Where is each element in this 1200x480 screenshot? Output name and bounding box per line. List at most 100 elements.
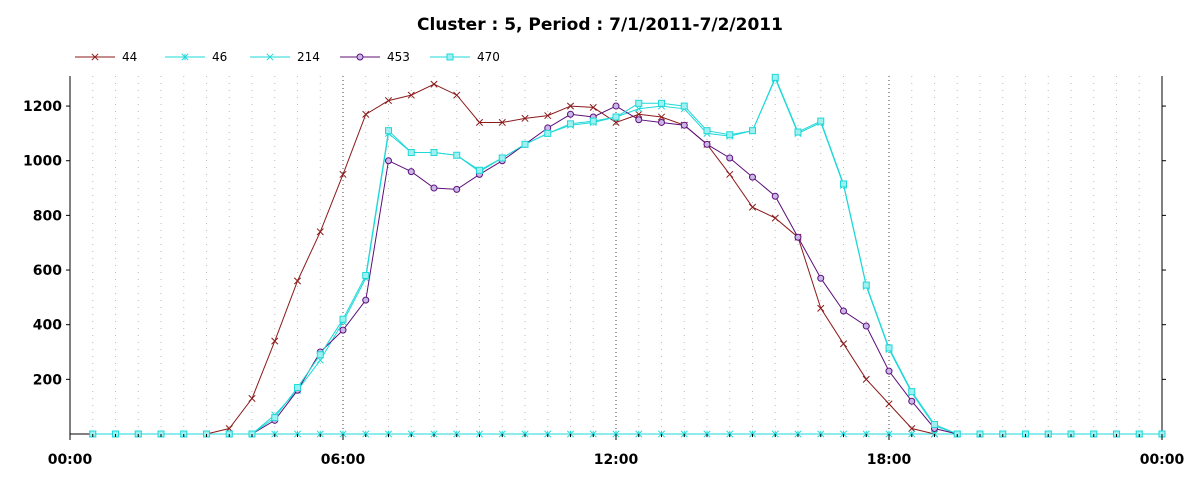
data-point-470 bbox=[430, 149, 438, 157]
data-point-453 bbox=[635, 116, 643, 124]
data-point-44 bbox=[839, 340, 848, 348]
data-point-44 bbox=[316, 228, 324, 236]
data-point-470 bbox=[339, 315, 347, 323]
data-point-470 bbox=[817, 117, 825, 125]
data-point-453 bbox=[908, 397, 916, 405]
data-point-470 bbox=[749, 127, 756, 135]
data-point-453 bbox=[703, 140, 711, 148]
x-tick-label: 06:00 bbox=[321, 452, 366, 468]
y-tick-label: 600 bbox=[33, 263, 62, 279]
data-point-470 bbox=[567, 120, 574, 128]
chart-title: Cluster : 5, Period : 7/1/2011-7/2/2011 bbox=[417, 15, 783, 35]
data-point-470 bbox=[885, 344, 893, 352]
data-point-470 bbox=[544, 129, 552, 137]
series-line-470 bbox=[92, 76, 1162, 435]
data-point-453 bbox=[407, 168, 415, 176]
data-point-470 bbox=[794, 128, 802, 136]
legend-item-214: 214 bbox=[250, 50, 320, 64]
data-point-44 bbox=[908, 424, 916, 433]
data-point-44 bbox=[885, 400, 893, 408]
data-point-453 bbox=[862, 322, 870, 330]
series-453 bbox=[89, 102, 1166, 438]
legend-item-44: 44 bbox=[75, 50, 137, 64]
data-point-470 bbox=[498, 154, 506, 162]
data-point-453 bbox=[680, 121, 688, 129]
legend-marker bbox=[356, 53, 364, 61]
data-point-470 bbox=[271, 414, 279, 422]
legend-marker bbox=[91, 53, 99, 61]
data-point-44 bbox=[271, 337, 279, 345]
data-point-470 bbox=[658, 99, 665, 107]
data-point-470 bbox=[771, 73, 779, 81]
x-tick-label: 00:00 bbox=[1140, 452, 1185, 468]
legend-marker bbox=[266, 53, 274, 61]
x-tick-label: 00:00 bbox=[48, 452, 93, 468]
y-tick-label: 200 bbox=[33, 372, 62, 388]
chart-ticks: 200 400 600 800 1000 1200 00:00 06:00 12:00 18:00… bbox=[23, 99, 1185, 468]
series-line-214 bbox=[92, 77, 1162, 435]
data-point-44 bbox=[407, 91, 415, 99]
data-point-44 bbox=[748, 203, 757, 211]
y-tick-label: 400 bbox=[33, 318, 62, 334]
legend-marker bbox=[181, 53, 189, 61]
data-point-44 bbox=[589, 103, 597, 111]
data-point-453 bbox=[385, 157, 392, 165]
series-470 bbox=[89, 73, 1166, 438]
data-point-470 bbox=[453, 151, 461, 159]
data-point-453 bbox=[840, 307, 847, 315]
data-point-470 bbox=[612, 113, 620, 121]
legend-label: 214 bbox=[297, 50, 320, 64]
series-line-453 bbox=[92, 105, 1162, 435]
data-point-44 bbox=[862, 375, 870, 383]
data-point-44 bbox=[771, 214, 779, 222]
data-point-453 bbox=[771, 192, 779, 200]
data-point-470 bbox=[840, 180, 847, 188]
data-point-470 bbox=[316, 351, 324, 359]
data-point-44 bbox=[726, 170, 734, 178]
legend-item-453: 453 bbox=[340, 50, 410, 64]
legend-marker bbox=[446, 53, 454, 61]
data-point-470 bbox=[407, 149, 415, 157]
data-point-470 bbox=[931, 420, 938, 428]
series-214 bbox=[89, 75, 1166, 438]
data-point-470 bbox=[680, 102, 688, 110]
data-point-44 bbox=[544, 112, 552, 120]
data-point-470 bbox=[385, 127, 392, 135]
data-point-44 bbox=[453, 91, 461, 99]
chart-grid bbox=[92, 76, 1140, 434]
data-point-470 bbox=[726, 131, 734, 139]
data-point-44 bbox=[430, 80, 438, 88]
data-point-470 bbox=[476, 166, 483, 174]
legend-item-470: 470 bbox=[430, 50, 500, 64]
data-point-470 bbox=[908, 388, 916, 396]
series-44 bbox=[89, 80, 1166, 438]
chart-legend: 44 46 214 453 470 bbox=[75, 50, 500, 64]
y-tick-label: 800 bbox=[33, 208, 62, 224]
data-point-453 bbox=[339, 326, 347, 334]
x-tick-label: 12:00 bbox=[594, 452, 639, 468]
data-point-470 bbox=[521, 140, 529, 148]
data-point-453 bbox=[612, 102, 620, 110]
data-point-453 bbox=[567, 110, 574, 118]
chart-series bbox=[89, 73, 1166, 438]
y-tick-label: 1000 bbox=[23, 154, 62, 170]
data-point-44 bbox=[521, 114, 529, 122]
data-point-44 bbox=[817, 304, 825, 312]
series-line-44 bbox=[92, 83, 1162, 435]
data-point-453 bbox=[726, 154, 734, 162]
data-point-44 bbox=[384, 97, 393, 105]
data-point-470 bbox=[294, 384, 301, 392]
legend-item-46: 46 bbox=[165, 50, 227, 64]
y-tick-label: 1200 bbox=[23, 99, 62, 115]
data-point-453 bbox=[453, 185, 461, 193]
data-point-44 bbox=[293, 277, 302, 285]
data-point-470 bbox=[862, 281, 870, 289]
data-point-470 bbox=[589, 117, 597, 125]
data-point-470 bbox=[362, 271, 370, 279]
legend-label: 470 bbox=[477, 50, 500, 64]
data-point-470 bbox=[703, 127, 711, 135]
data-point-44 bbox=[362, 110, 370, 118]
data-point-44 bbox=[475, 118, 484, 127]
data-point-44 bbox=[248, 394, 256, 403]
data-point-453 bbox=[658, 118, 665, 126]
